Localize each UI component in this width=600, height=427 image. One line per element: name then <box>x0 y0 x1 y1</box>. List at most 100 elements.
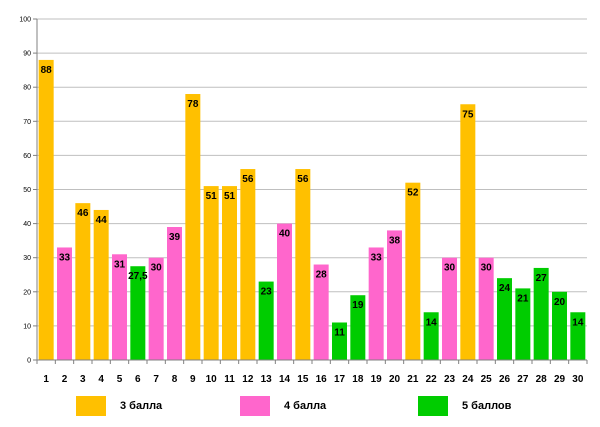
y-tick-label: 30 <box>23 255 31 262</box>
legend-swatch-5 <box>418 396 448 416</box>
bar <box>93 209 109 360</box>
data-label: 88 <box>41 65 53 76</box>
bar <box>405 182 421 360</box>
x-tick-label: 6 <box>135 374 141 385</box>
bar <box>258 281 274 360</box>
x-tick-label: 22 <box>426 374 438 385</box>
bar <box>203 186 219 360</box>
data-label: 20 <box>554 297 566 308</box>
bar <box>570 312 586 360</box>
bar <box>295 169 311 360</box>
bar <box>533 267 549 360</box>
x-tick-label: 21 <box>407 374 419 385</box>
bar <box>552 291 567 360</box>
y-tick-label: 60 <box>23 153 31 160</box>
bar <box>167 227 182 360</box>
y-tick-label: 80 <box>23 85 31 92</box>
x-tick-label: 29 <box>554 374 566 385</box>
x-tick-label: 30 <box>572 374 584 385</box>
legend-swatch-4 <box>240 396 270 416</box>
legend-item-5: 5 баллов <box>418 395 511 417</box>
bar <box>423 312 439 360</box>
bar <box>277 223 292 360</box>
bar <box>332 322 347 360</box>
data-label: 11 <box>334 327 345 338</box>
bar <box>442 257 457 360</box>
data-label: 30 <box>481 263 493 274</box>
data-label: 40 <box>279 229 291 240</box>
legend-label-5: 5 баллов <box>462 400 512 412</box>
data-label: 56 <box>242 174 254 185</box>
y-tick-label: 90 <box>23 51 31 58</box>
data-label: 27,5 <box>128 271 148 282</box>
data-label: 39 <box>169 232 181 243</box>
data-label: 51 <box>224 191 236 202</box>
x-tick-label: 14 <box>279 374 291 385</box>
data-label: 14 <box>426 317 438 328</box>
y-tick-label: 10 <box>23 323 31 330</box>
bar <box>112 254 127 360</box>
data-label: 31 <box>114 259 126 270</box>
bar <box>240 169 256 360</box>
x-tick-label: 25 <box>481 374 493 385</box>
x-tick-label: 8 <box>172 374 178 385</box>
x-tick-label: 3 <box>80 374 86 385</box>
data-label: 44 <box>96 215 108 226</box>
data-label: 38 <box>389 235 401 246</box>
x-tick-label: 1 <box>43 374 49 385</box>
legend-item-4: 4 балла <box>240 395 326 417</box>
x-tick-label: 5 <box>117 374 123 385</box>
x-tick-label: 13 <box>261 374 273 385</box>
data-label: 19 <box>352 300 364 311</box>
x-tick-label: 23 <box>444 374 456 385</box>
data-label: 27 <box>536 273 548 284</box>
bar <box>368 247 384 360</box>
data-label: 56 <box>297 174 309 185</box>
x-tick-label: 17 <box>334 374 346 385</box>
bar <box>148 257 164 360</box>
legend-label-3: 3 балла <box>120 400 163 412</box>
x-tick-label: 12 <box>242 374 254 385</box>
data-label: 75 <box>462 109 474 120</box>
bar <box>57 247 72 360</box>
bar <box>185 94 201 361</box>
bar <box>222 186 237 360</box>
x-tick-label: 4 <box>98 374 104 385</box>
y-tick-label: 50 <box>23 187 31 194</box>
bar <box>497 278 512 360</box>
y-tick-label: 70 <box>23 119 31 126</box>
x-tick-label: 15 <box>297 374 309 385</box>
y-tick-label: 100 <box>19 17 31 24</box>
y-tick-label: 40 <box>23 221 31 228</box>
data-label: 21 <box>517 293 529 304</box>
x-tick-label: 16 <box>316 374 328 385</box>
data-label: 14 <box>572 317 584 328</box>
x-tick-label: 19 <box>371 374 383 385</box>
bar-chart: 0102030405060708090100883346443127,53039… <box>19 17 588 385</box>
x-tick-label: 18 <box>352 374 364 385</box>
legend-label-4: 4 балла <box>284 400 327 412</box>
bar <box>350 295 366 360</box>
x-tick-label: 20 <box>389 374 401 385</box>
bar <box>387 230 402 360</box>
data-label: 28 <box>316 270 328 281</box>
data-label: 30 <box>444 263 456 274</box>
data-label: 52 <box>407 188 419 199</box>
bar <box>38 59 54 361</box>
bar <box>460 104 476 360</box>
x-tick-label: 11 <box>224 374 235 385</box>
legend-item-3: 3 балла <box>76 395 162 417</box>
bar <box>478 257 494 360</box>
data-label: 51 <box>206 191 218 202</box>
bar <box>75 203 91 360</box>
y-tick-label: 0 <box>27 358 31 365</box>
legend-swatch-3 <box>76 396 106 416</box>
y-tick-label: 20 <box>23 289 31 296</box>
bar <box>313 264 329 360</box>
x-tick-label: 27 <box>517 374 529 385</box>
x-tick-label: 26 <box>499 374 511 385</box>
data-label: 46 <box>77 208 89 219</box>
bar <box>130 266 146 360</box>
data-label: 24 <box>499 283 511 294</box>
x-tick-label: 10 <box>206 374 218 385</box>
